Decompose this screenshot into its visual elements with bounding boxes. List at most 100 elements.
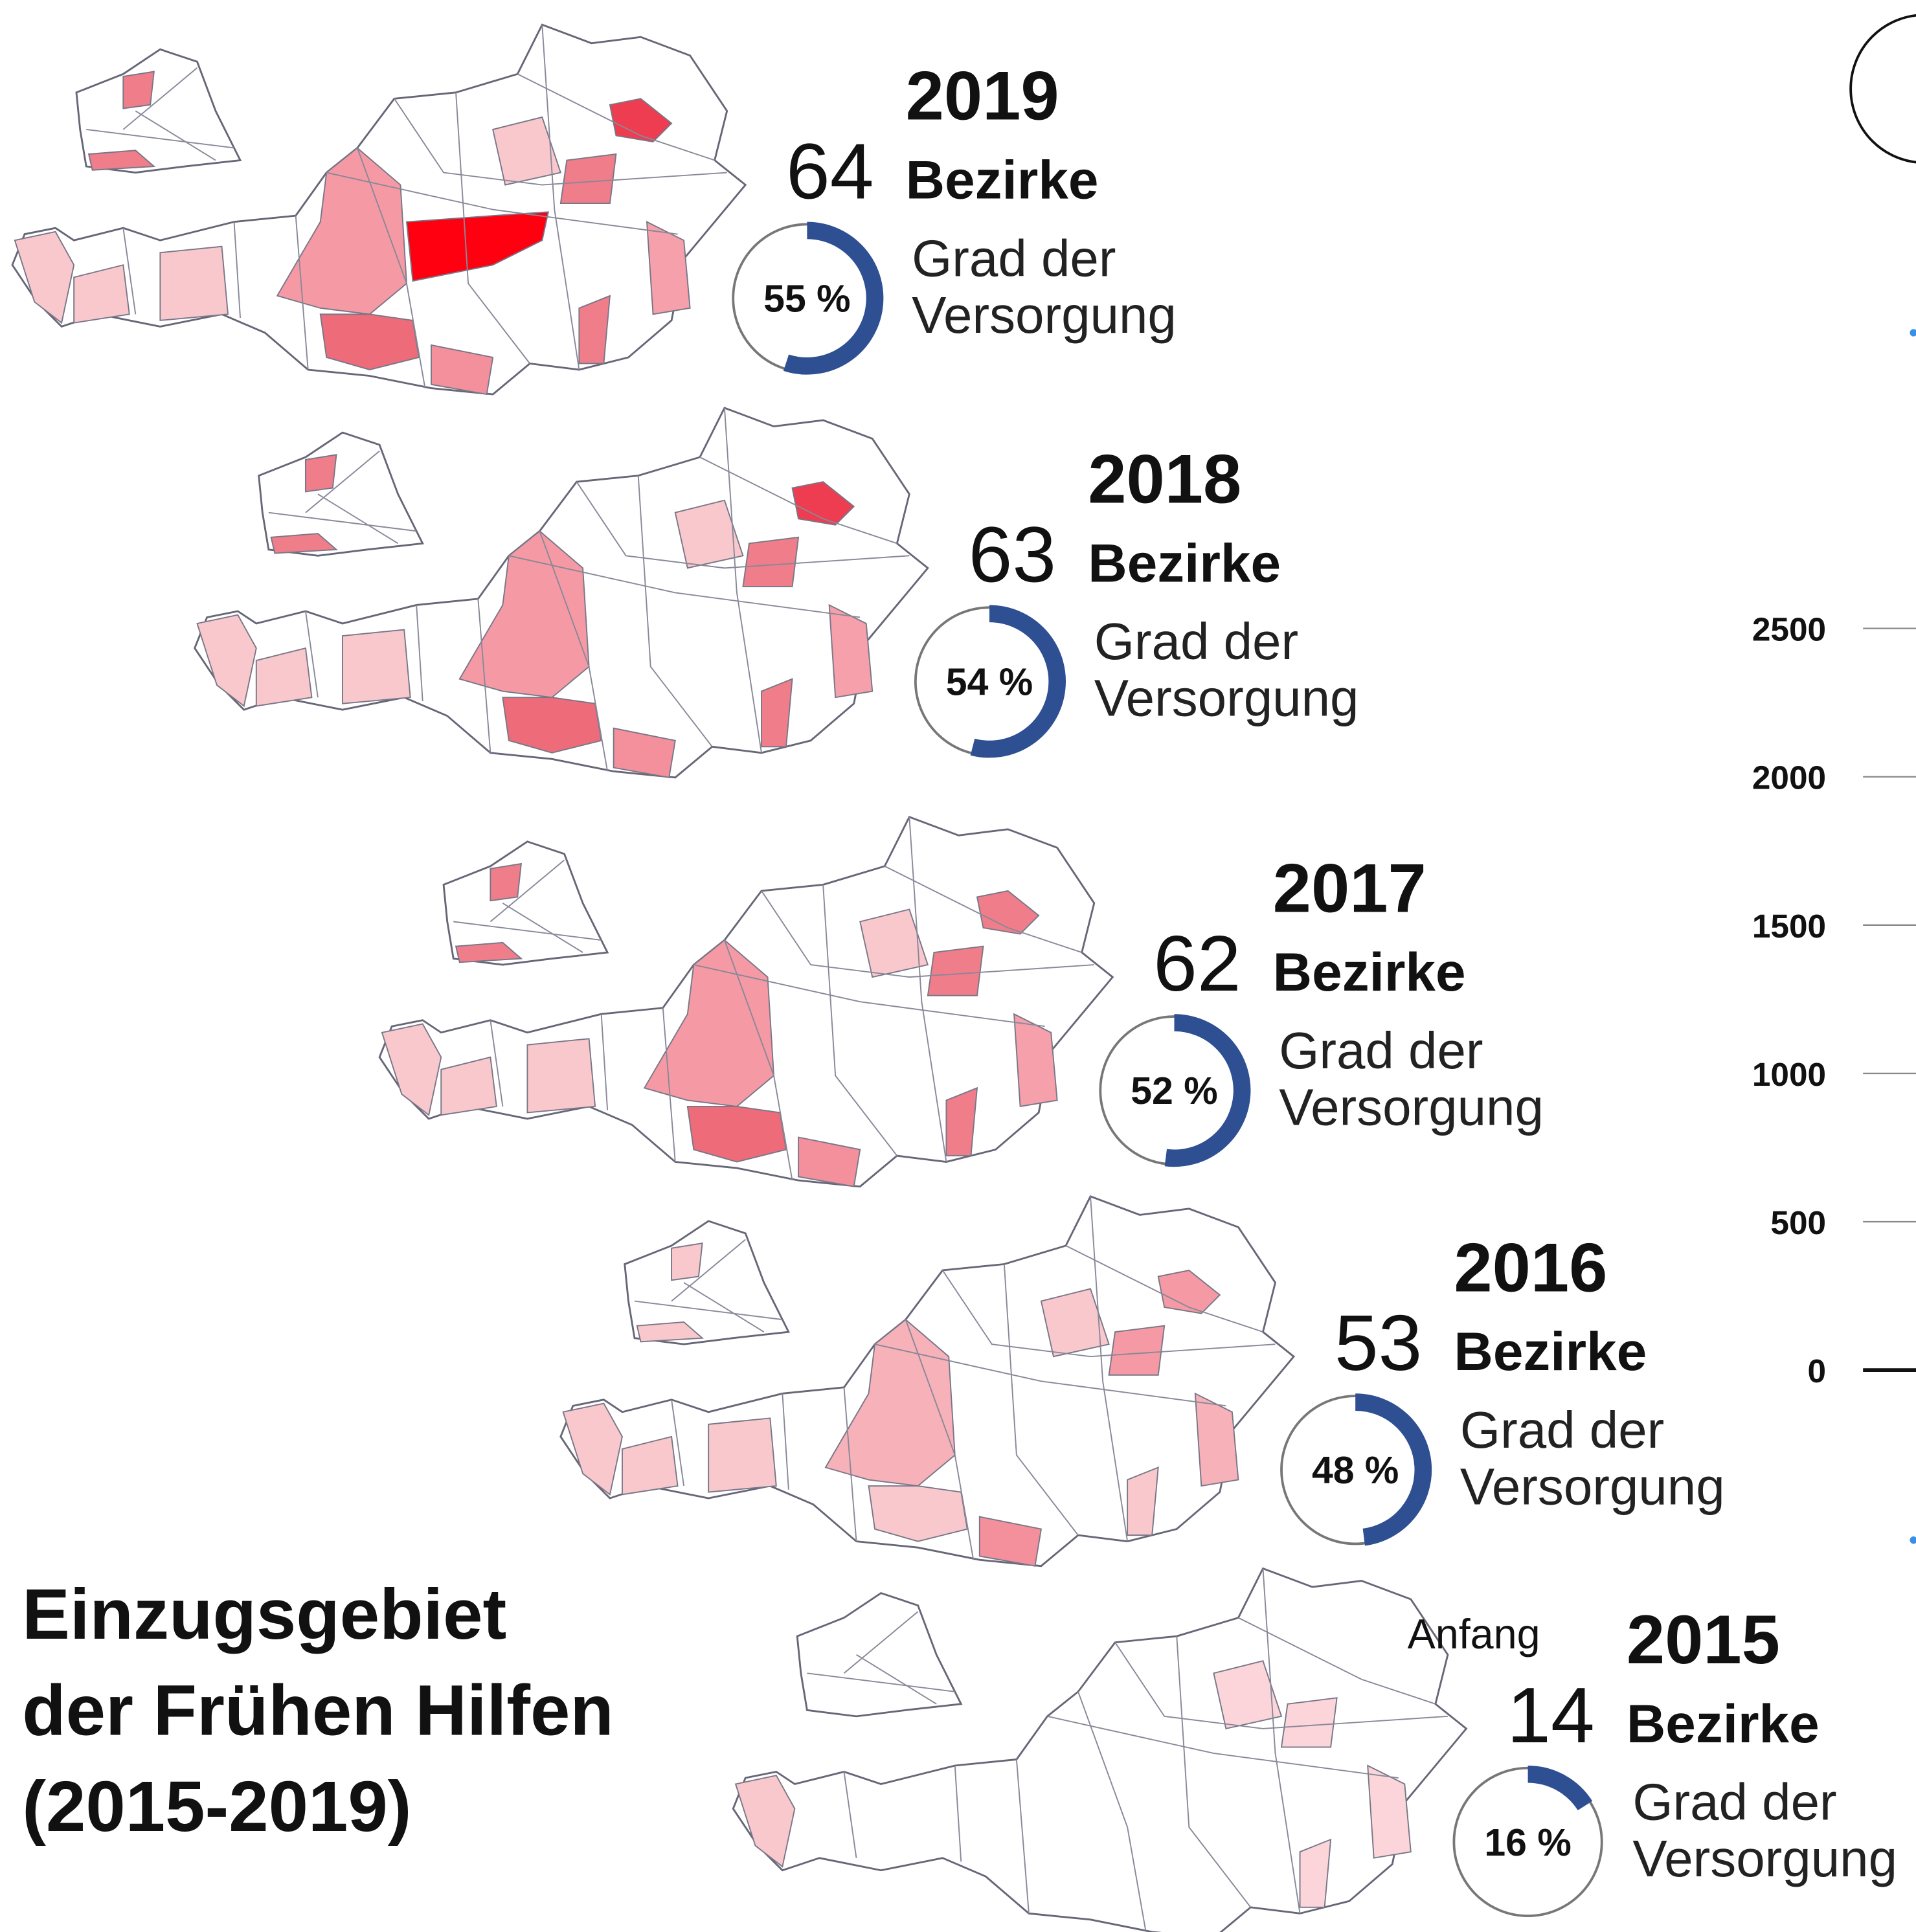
vienna-region <box>455 862 523 963</box>
map-region <box>859 908 929 978</box>
map-region <box>1013 1013 1058 1108</box>
map-border <box>699 456 897 545</box>
map-border <box>822 884 898 1156</box>
title-line: Einzugsgebiet <box>22 1575 506 1654</box>
map-border <box>954 1765 962 1862</box>
map-region <box>381 1023 442 1116</box>
donut-label: 55 % <box>763 278 850 320</box>
axis-tick-label: 2500 <box>1752 611 1826 648</box>
map-region <box>1040 1288 1110 1358</box>
donut-arc <box>783 221 884 375</box>
map-border <box>908 816 947 1162</box>
count: 53 <box>1335 1299 1422 1387</box>
unit: Bezirke <box>1627 1693 1820 1754</box>
map-region <box>159 245 229 321</box>
donut-label: 48 % <box>1312 1450 1399 1492</box>
map-region <box>342 629 411 704</box>
map-region <box>255 647 313 707</box>
map-border <box>662 1007 676 1162</box>
vienna-region <box>87 71 156 171</box>
map-region <box>14 230 75 324</box>
caption: Versorgung <box>912 286 1177 344</box>
donut-arc <box>1527 1765 1593 1811</box>
map-border <box>1090 1196 1129 1542</box>
vienna-region <box>636 1242 704 1343</box>
map-border <box>671 1399 685 1487</box>
unit: Bezirke <box>1454 1321 1647 1382</box>
map-border <box>1237 1617 1436 1705</box>
map-region <box>526 1038 596 1114</box>
donut-label: 16 % <box>1484 1822 1571 1864</box>
decor-dot <box>1910 1536 1916 1544</box>
map-region <box>1108 1325 1166 1376</box>
map-region <box>1299 1838 1332 1908</box>
map <box>732 1567 1467 1932</box>
map-border <box>1003 1264 1079 1536</box>
map-region <box>405 211 549 282</box>
map-region <box>798 1136 861 1187</box>
map-border <box>541 25 580 370</box>
title-line: (2015-2019) <box>22 1767 411 1847</box>
map-border <box>1176 1636 1252 1908</box>
map-region <box>674 499 744 569</box>
map-region <box>978 1516 1043 1567</box>
vienna-lines <box>86 67 234 161</box>
axis-tick-label: 0 <box>1808 1352 1827 1389</box>
vienna-lines <box>268 450 417 545</box>
map-region <box>559 153 617 205</box>
year: 2016 <box>1454 1229 1607 1306</box>
map-border <box>517 73 715 161</box>
map-border <box>356 148 426 388</box>
map-border <box>539 530 609 772</box>
count: 64 <box>786 127 873 215</box>
map <box>378 816 1114 1188</box>
map-region <box>492 116 562 186</box>
map-border <box>941 1270 1276 1358</box>
map-border <box>1047 1715 1399 1779</box>
map-region <box>734 1775 796 1868</box>
map-border <box>761 890 1094 978</box>
map-border <box>477 598 491 753</box>
donut-arc <box>970 605 1066 758</box>
map-region <box>440 1056 497 1116</box>
map-border <box>600 1014 609 1110</box>
axis-tick-label: 1000 <box>1752 1055 1826 1093</box>
map-border <box>724 939 793 1181</box>
map-region <box>196 614 257 708</box>
map-border <box>122 228 137 315</box>
unit: Bezirke <box>1088 532 1281 593</box>
map-region <box>646 221 691 315</box>
map-region <box>686 1105 787 1163</box>
decor-circle <box>1849 14 1916 164</box>
map-border <box>723 407 762 753</box>
map <box>194 407 929 779</box>
vienna-lines <box>634 1239 783 1332</box>
map-region <box>578 295 611 365</box>
map-border <box>394 98 727 186</box>
map-border <box>1015 1759 1030 1914</box>
map-region <box>791 481 855 526</box>
map-region <box>622 1435 679 1496</box>
map-region <box>73 264 130 324</box>
caption: Grad der <box>1094 612 1298 670</box>
count: 62 <box>1153 919 1241 1007</box>
donut-label: 54 % <box>946 661 1033 703</box>
year-prefix: Anfang <box>1408 1610 1540 1657</box>
map-border <box>304 611 319 698</box>
map-border <box>693 964 1045 1028</box>
year: 2015 <box>1627 1601 1780 1678</box>
vienna-lines <box>807 1611 955 1705</box>
map-border <box>1262 1568 1301 1914</box>
map-region <box>1213 1660 1283 1730</box>
map-region <box>613 727 676 778</box>
donut-arc <box>1355 1393 1432 1546</box>
map-region <box>431 344 494 396</box>
map-region <box>742 536 800 587</box>
map-border <box>490 1020 504 1107</box>
caption: Grad der <box>912 229 1116 287</box>
